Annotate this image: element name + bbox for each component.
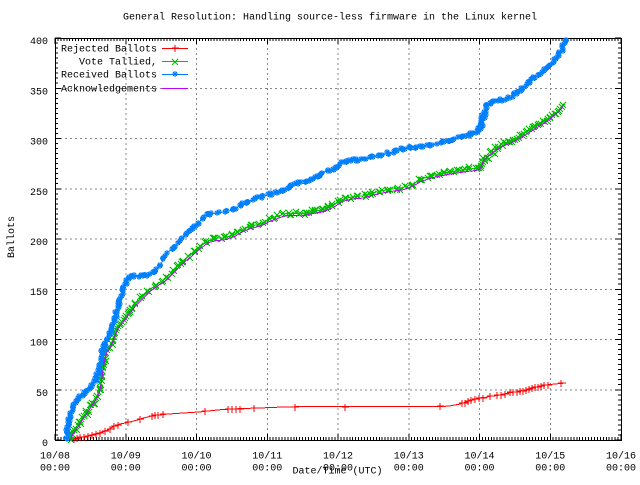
svg-text:0: 0 xyxy=(42,439,48,450)
svg-text:00:00: 00:00 xyxy=(252,463,282,474)
svg-text:Rejected Ballots: Rejected Ballots xyxy=(61,44,157,56)
svg-text:10/15: 10/15 xyxy=(535,451,565,463)
svg-text:10/12: 10/12 xyxy=(323,451,353,463)
svg-text:00:00: 00:00 xyxy=(606,463,636,474)
svg-text:00:00: 00:00 xyxy=(40,463,70,474)
svg-text:Date/Time (UTC): Date/Time (UTC) xyxy=(292,466,382,478)
svg-text:10/09: 10/09 xyxy=(111,451,141,463)
svg-text:10/16: 10/16 xyxy=(606,451,636,463)
svg-text:00:00: 00:00 xyxy=(394,463,424,474)
svg-text:Acknowledgements: Acknowledgements xyxy=(61,84,157,96)
svg-text:200: 200 xyxy=(30,238,48,249)
svg-text:50: 50 xyxy=(36,389,48,400)
svg-text:00:00: 00:00 xyxy=(323,463,353,474)
svg-text:General Resolution: Handling s: General Resolution: Handling source-less… xyxy=(123,12,537,24)
svg-text:10/14: 10/14 xyxy=(464,451,494,463)
svg-text:10/13: 10/13 xyxy=(394,451,424,463)
svg-text:00:00: 00:00 xyxy=(535,463,565,474)
svg-text:Vote Tallied,: Vote Tallied, xyxy=(79,57,157,69)
svg-text:00:00: 00:00 xyxy=(464,463,494,474)
svg-text:150: 150 xyxy=(30,288,48,299)
svg-text:350: 350 xyxy=(30,87,48,98)
svg-text:00:00: 00:00 xyxy=(111,463,141,474)
svg-text:10/11: 10/11 xyxy=(252,451,282,463)
svg-text:250: 250 xyxy=(30,188,48,199)
svg-text:10/10: 10/10 xyxy=(181,451,211,463)
svg-text:10/08: 10/08 xyxy=(40,451,70,463)
svg-text:00:00: 00:00 xyxy=(181,463,211,474)
svg-text:Ballots: Ballots xyxy=(6,216,18,258)
svg-text:100: 100 xyxy=(30,339,48,350)
svg-text:300: 300 xyxy=(30,138,48,149)
svg-text:Received Ballots: Received Ballots xyxy=(61,70,157,82)
svg-text:400: 400 xyxy=(30,37,48,48)
